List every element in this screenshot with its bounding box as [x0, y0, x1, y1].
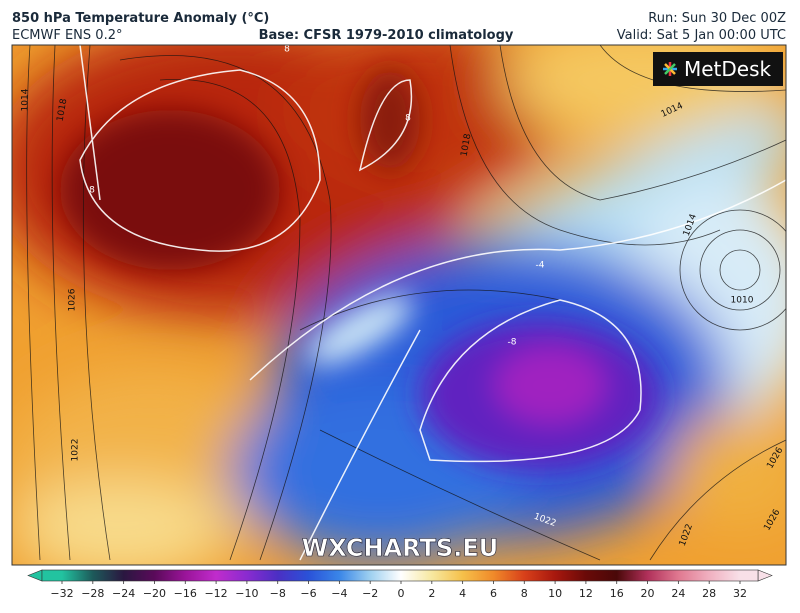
map-label: -4 — [536, 261, 545, 271]
colorbar-tick-label: −2 — [362, 587, 378, 600]
colorbar-tick-label: −16 — [174, 587, 197, 600]
valid: Valid: Sat 5 Jan 00:00 UTC — [617, 28, 786, 43]
map-label: 8 — [284, 45, 290, 55]
colorbar-tick-label: −8 — [270, 587, 286, 600]
logo-icon — [663, 62, 677, 76]
map-label: 1014 — [21, 88, 31, 111]
colorbar-tick-label: −4 — [331, 587, 347, 600]
colorbar-tick-label: 6 — [490, 587, 497, 600]
colorbar-tick-label: −20 — [143, 587, 166, 600]
colorbar-tick-label: 0 — [398, 587, 405, 600]
map: 1014 1018 1026 1022 8 8 1018 8 1014 1014… — [12, 45, 786, 565]
colorbar-tick-label: −10 — [235, 587, 258, 600]
colorbar-tick-label: 16 — [610, 587, 624, 600]
map-label: -8 — [508, 338, 517, 348]
watermark: WXCHARTS.EU — [302, 534, 498, 562]
colorbar-tick-label: 32 — [733, 587, 747, 600]
colorbar-tick-label: 2 — [428, 587, 435, 600]
colorbar-tick-label: −28 — [81, 587, 104, 600]
colorbar-tick-label: 12 — [579, 587, 593, 600]
colorbar-tick-label: −24 — [112, 587, 135, 600]
colorbar: −32 −28 −24 −20 −16 −12 −10 −8 −6 −4 −2 0 2 4 6 8 10 12 16… — [27, 569, 773, 600]
model: ECMWF ENS 0.2° — [12, 28, 122, 43]
colorbar-tick-label: 10 — [548, 587, 562, 600]
map-label: 8 — [89, 186, 95, 196]
logo: MetDesk — [684, 57, 772, 81]
colorbar-tick-label: 20 — [641, 587, 655, 600]
colorbar-tick-label: 28 — [702, 587, 716, 600]
colorbar-fill — [41, 569, 759, 582]
map-label: 1026 — [68, 288, 78, 311]
title: 850 hPa Temperature Anomaly (°C) — [12, 11, 269, 26]
colorbar-tick-label: −6 — [300, 587, 316, 600]
map-label: 1022 — [71, 439, 81, 462]
colorbar-end — [27, 569, 43, 582]
colorbar-end — [757, 569, 773, 582]
run: Run: Sun 30 Dec 00Z — [648, 11, 786, 26]
colorbar-tick-label: 24 — [671, 587, 685, 600]
map-label: 1018 — [460, 133, 474, 158]
map-label: 8 — [405, 114, 411, 124]
colorbar-tick-label: 8 — [521, 587, 528, 600]
map-label: 1010 — [731, 296, 754, 306]
colorbar-tick-label: −12 — [204, 587, 227, 600]
map-border — [11, 44, 787, 566]
base: Base: CFSR 1979-2010 climatology — [259, 28, 514, 43]
colorbar-tick-label: 4 — [459, 587, 466, 600]
map-label: 1018 — [56, 98, 70, 123]
colorbar-tick-label: −32 — [50, 587, 73, 600]
